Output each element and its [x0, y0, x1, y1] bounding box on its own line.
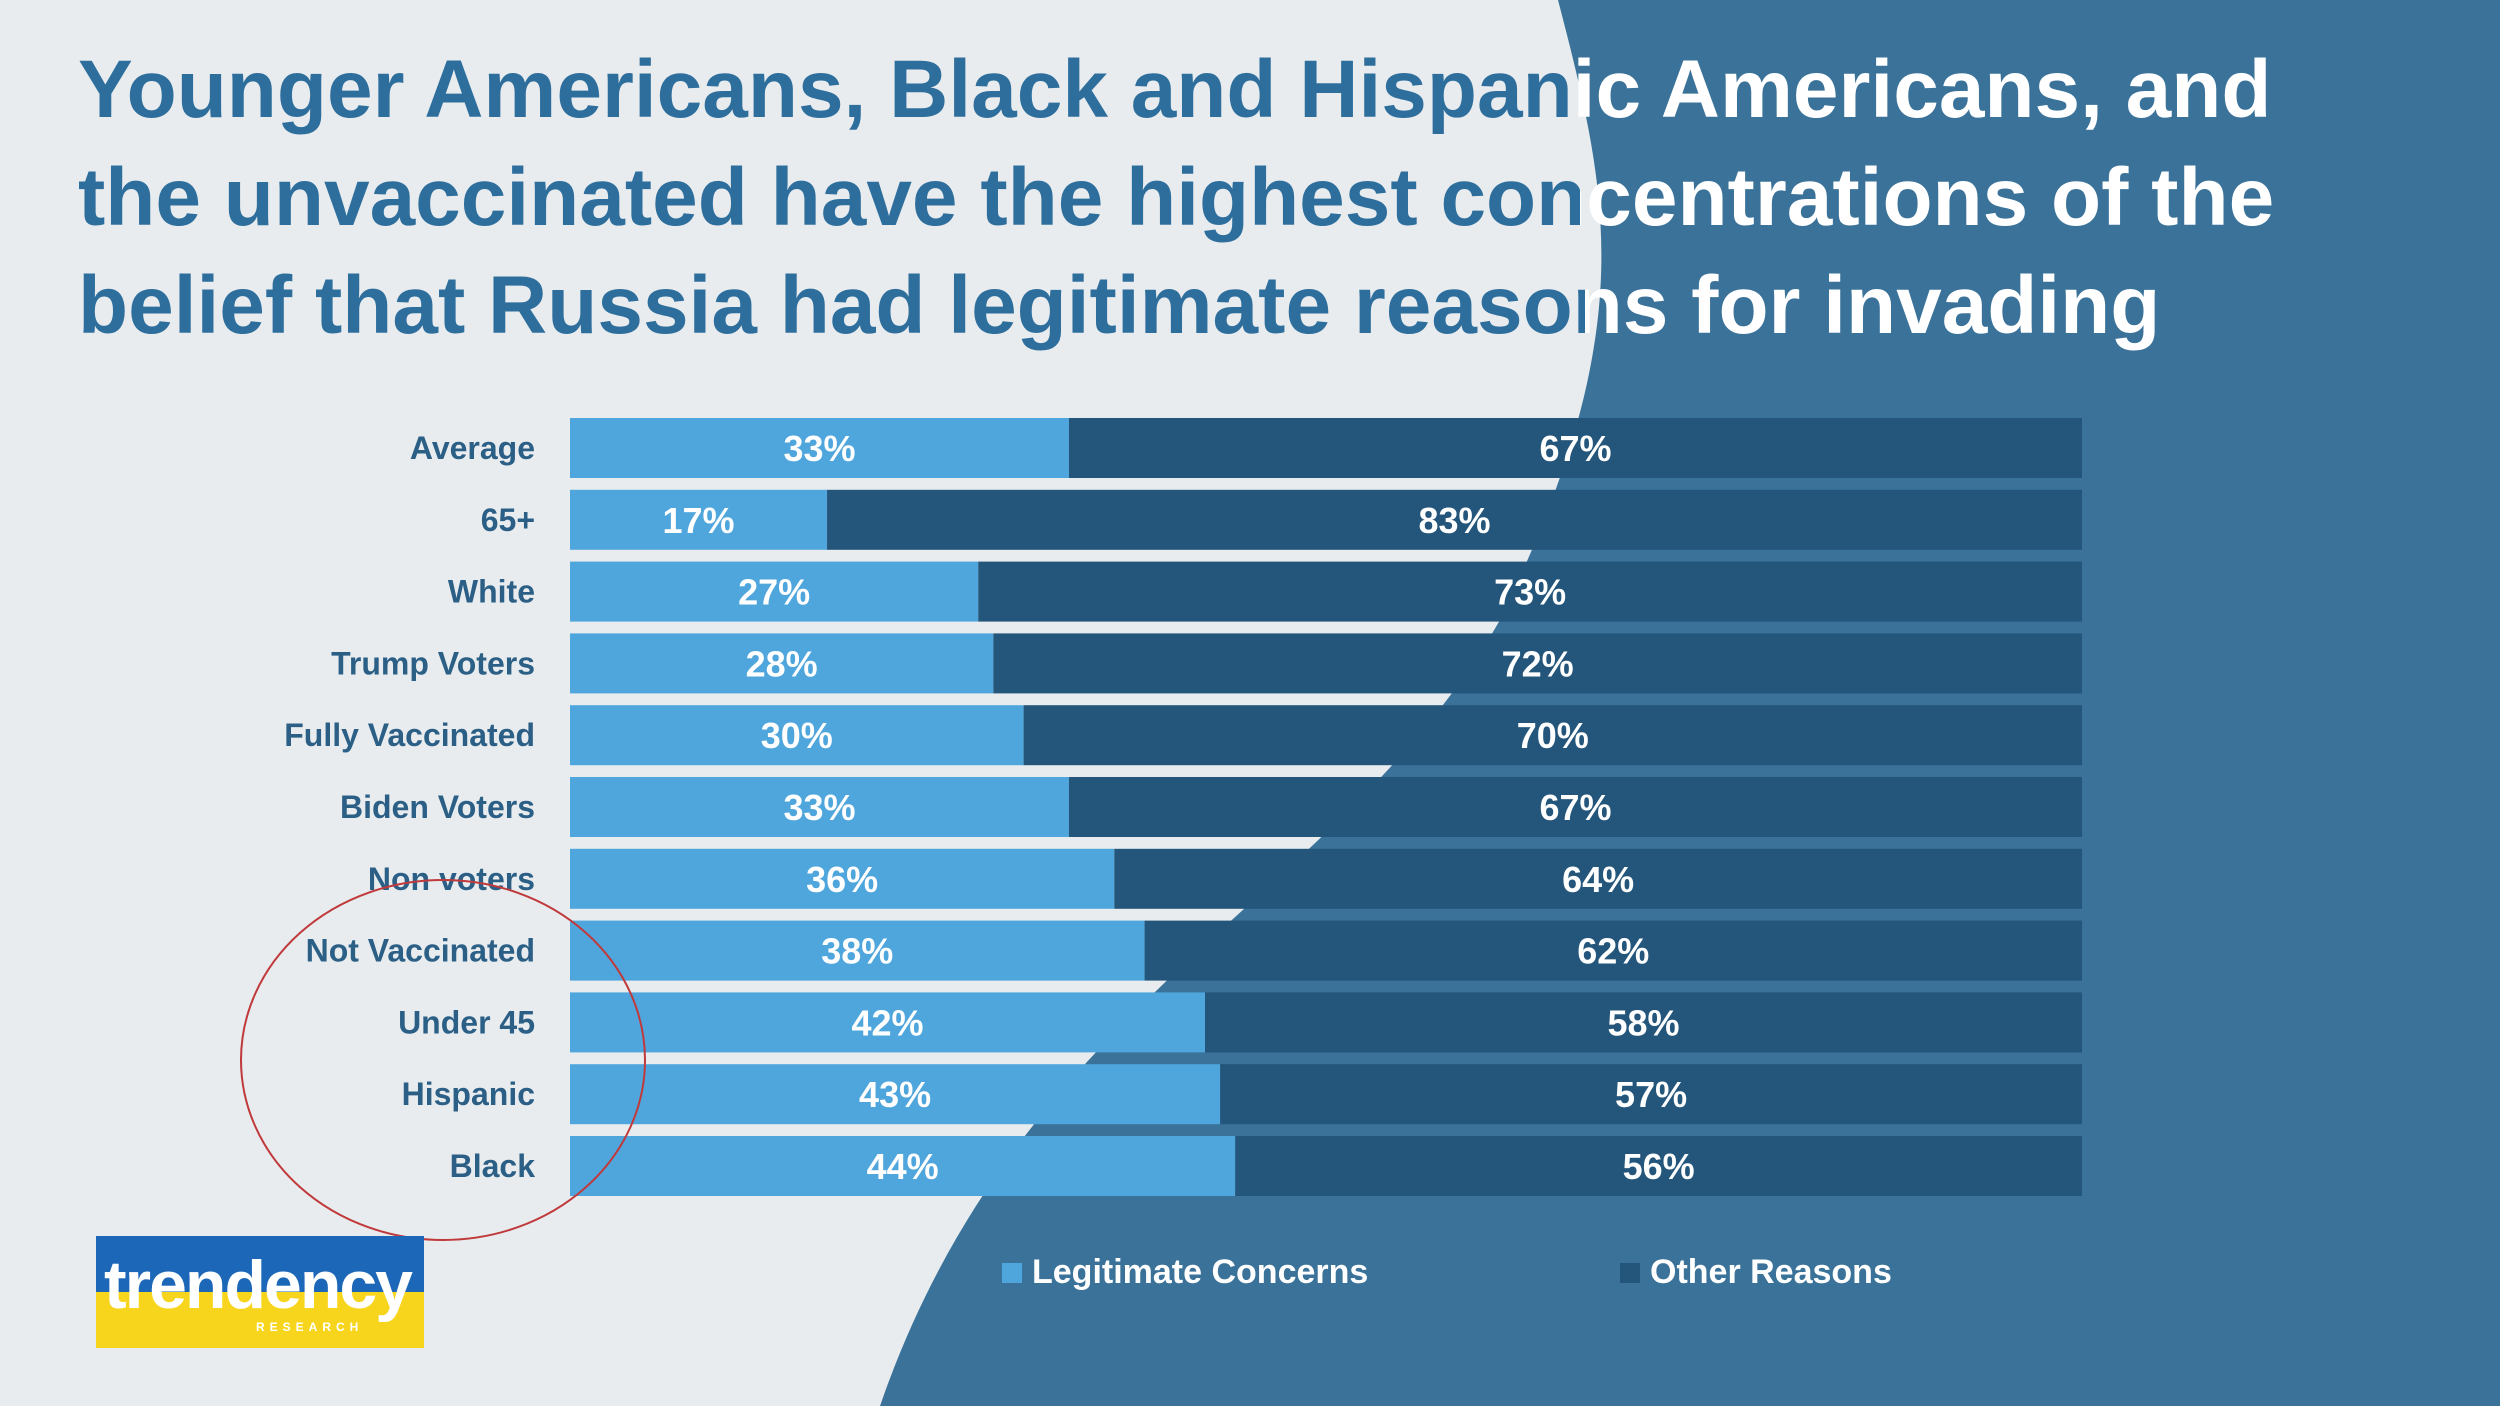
- bar-other-not-vaccinated: [1144, 920, 2082, 981]
- category-label-fully-vaccinated: Fully Vaccinated: [284, 717, 535, 753]
- bar-other-hispanic: [1220, 1064, 2082, 1125]
- data-label-legitimate-black: 44%: [867, 1146, 939, 1187]
- data-label-other-fully-vaccinated: 70%: [1517, 715, 1589, 756]
- data-label-legitimate-fully-vaccinated: 30%: [761, 715, 833, 756]
- data-label-other-white: 73%: [1494, 572, 1566, 613]
- bar-legitimate-fully-vaccinated: [570, 705, 1024, 766]
- bar-other-65: [827, 489, 2082, 550]
- title-line-3: belief that Russia had legitimate reason…: [78, 252, 2378, 360]
- data-label-legitimate-white: 27%: [738, 572, 810, 613]
- data-label-other-non-voters: 64%: [1562, 859, 1634, 900]
- logo-tagline: RESEARCH: [256, 1320, 364, 1334]
- data-label-legitimate-non-voters: 36%: [806, 859, 878, 900]
- data-label-other-average: 67%: [1539, 428, 1611, 469]
- bar-legitimate-black: [570, 1136, 1236, 1196]
- bar-other-non-voters: [1114, 848, 2082, 909]
- bar-legitimate-hispanic: [570, 1064, 1221, 1125]
- category-label-non-voters: Non voters: [368, 861, 535, 897]
- data-label-other-not-vaccinated: 62%: [1577, 931, 1649, 972]
- bar-legitimate-under-45: [570, 992, 1206, 1053]
- category-label-black: Black: [450, 1148, 536, 1184]
- bar-other-fully-vaccinated: [1023, 705, 2082, 766]
- category-label-under-45: Under 45: [398, 1004, 535, 1040]
- logo-wordmark: trendency: [104, 1247, 413, 1323]
- category-label-65: 65+: [481, 502, 535, 538]
- category-label-average: Average: [410, 430, 535, 466]
- legend-label-other: Other Reasons: [1650, 1253, 1892, 1291]
- data-label-legitimate-average: 33%: [783, 428, 855, 469]
- bar-legitimate-65: [570, 489, 828, 550]
- bar-legitimate-non-voters: [570, 848, 1115, 909]
- data-label-legitimate-hispanic: 43%: [859, 1074, 931, 1115]
- legend-label-legitimate: Legitimate Concerns: [1032, 1253, 1368, 1291]
- title-line-1: Younger Americans, Black and Hispanic Am…: [78, 36, 2378, 144]
- bar-other-under-45: [1205, 992, 2082, 1053]
- chart-title: Younger Americans, Black and Hispanic Am…: [78, 36, 2378, 360]
- bar-other-white: [978, 561, 2082, 622]
- data-label-legitimate-under-45: 42%: [851, 1002, 923, 1043]
- legend-swatch-legitimate: [1002, 1263, 1022, 1283]
- category-label-not-vaccinated: Not Vaccinated: [306, 933, 535, 969]
- bar-legitimate-biden-voters: [570, 777, 1069, 837]
- data-label-other-65: 83%: [1418, 500, 1490, 541]
- category-label-biden-voters: Biden Voters: [340, 789, 535, 825]
- bar-other-average: [1068, 418, 2082, 478]
- data-label-other-under-45: 58%: [1607, 1002, 1679, 1043]
- data-label-legitimate-trump-voters: 28%: [746, 643, 818, 684]
- bar-legitimate-average: [570, 418, 1069, 478]
- bar-other-biden-voters: [1068, 777, 2082, 837]
- category-label-white: White: [448, 574, 535, 610]
- data-label-legitimate-65: 17%: [662, 500, 734, 541]
- annotation-circle: [240, 879, 646, 1241]
- bar-legitimate-not-vaccinated: [570, 920, 1145, 981]
- data-label-other-biden-voters: 67%: [1539, 787, 1611, 828]
- background-dark-panel: [880, 0, 2500, 1406]
- data-label-other-black: 56%: [1623, 1146, 1695, 1187]
- data-label-legitimate-not-vaccinated: 38%: [821, 931, 893, 972]
- category-label-hispanic: Hispanic: [402, 1076, 535, 1112]
- legend-swatch-other: [1620, 1263, 1640, 1283]
- data-label-other-trump-voters: 72%: [1502, 643, 1574, 684]
- data-label-other-hispanic: 57%: [1615, 1074, 1687, 1115]
- trendency-logo: trendency RESEARCH: [96, 1236, 424, 1348]
- bar-legitimate-white: [570, 561, 979, 622]
- title-line-2: the unvaccinated have the highest concen…: [78, 144, 2378, 252]
- category-label-trump-voters: Trump Voters: [331, 645, 535, 681]
- bar-legitimate-trump-voters: [570, 633, 994, 694]
- bar-other-black: [1235, 1136, 2082, 1196]
- data-label-legitimate-biden-voters: 33%: [783, 787, 855, 828]
- bar-other-trump-voters: [993, 633, 2082, 694]
